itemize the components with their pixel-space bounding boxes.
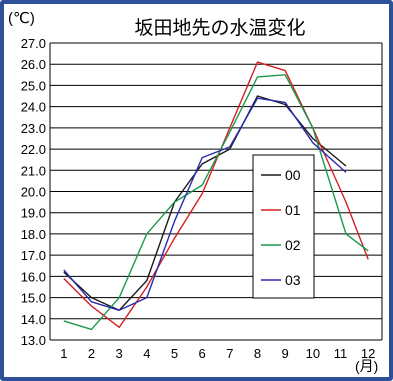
legend-label-03: 03: [285, 272, 301, 288]
x-tick-label: 4: [143, 346, 150, 361]
y-tick-labels: 27.0 26.0 25.0 24.0 23.0 22.0 21.0 20.0 19.0 18.0…: [21, 36, 46, 348]
legend: 00 01 02 03: [252, 154, 315, 299]
y-tick-label: 25.0: [21, 78, 46, 93]
y-tick-label: 23.0: [21, 121, 46, 136]
y-tick-label: 19.0: [21, 206, 46, 221]
y-tick-label: 21.0: [21, 163, 46, 178]
y-tick-label: 22.0: [21, 142, 46, 157]
y-tick-label: 15.0: [21, 291, 46, 306]
legend-label-00: 00: [285, 167, 301, 183]
x-tick-label: 9: [282, 346, 289, 361]
x-tick-label: 3: [116, 346, 123, 361]
legend-label-01: 01: [285, 202, 301, 218]
x-tick-label: 1: [60, 346, 67, 361]
chart-title: 坂田地先の水温変化: [134, 17, 305, 39]
y-tick-label: 17.0: [21, 248, 46, 263]
legend-box: [252, 154, 315, 299]
x-tick-label: 10: [306, 346, 320, 361]
x-tick-label: 2: [88, 346, 95, 361]
y-axis-unit-label: (℃): [8, 10, 35, 27]
y-tick-label: 20.0: [21, 185, 46, 200]
y-tick-label: 13.0: [21, 333, 46, 348]
x-tick-labels: 1 2 3 4 5 6 7 8 9 10 11 12: [60, 346, 375, 361]
series-line-03: [63, 97, 347, 311]
y-tick-label: 27.0: [21, 36, 46, 51]
series-line-01: [63, 61, 369, 328]
y-tick-label: 24.0: [21, 100, 46, 115]
x-axis-unit-label: (月): [355, 358, 378, 374]
y-tick-label: 14.0: [21, 312, 46, 327]
y-tick-label: 26.0: [21, 57, 46, 72]
x-tick-label: 11: [334, 346, 348, 361]
y-tick-label: 18.0: [21, 227, 46, 242]
x-tick-label: 7: [226, 346, 233, 361]
legend-label-02: 02: [285, 237, 301, 253]
x-tick-label: 8: [254, 346, 261, 361]
x-tick-label: 6: [199, 346, 206, 361]
y-tick-label: 16.0: [21, 269, 46, 284]
series-lines: [63, 61, 369, 331]
x-tick-label: 12: [361, 346, 375, 361]
series-line-02: [63, 74, 369, 331]
x-tick-label: 5: [171, 346, 178, 361]
